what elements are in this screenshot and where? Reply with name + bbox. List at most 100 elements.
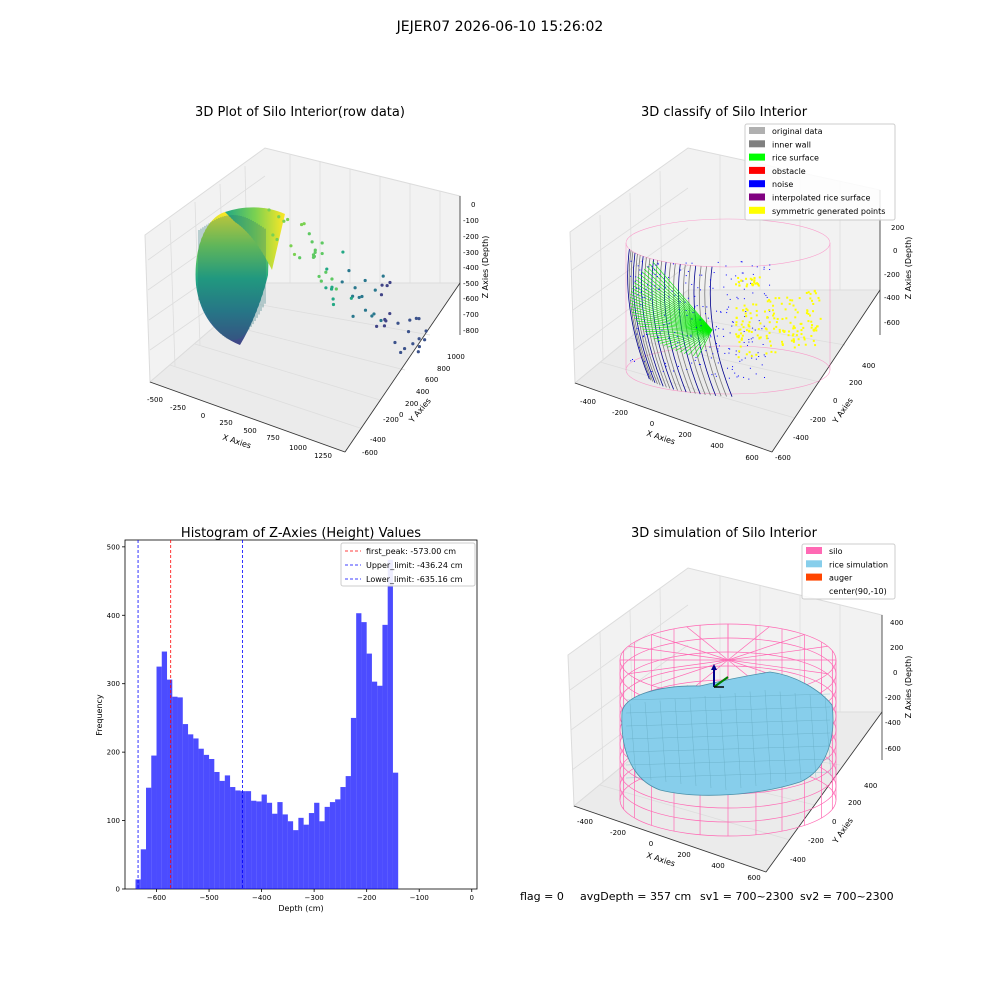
classify-noise-point <box>668 322 670 324</box>
raw-scatter-point <box>363 278 367 283</box>
classify-noise-point <box>769 310 771 312</box>
classify-noise-point <box>709 286 711 288</box>
simulation-ytick: -200 <box>808 837 824 845</box>
classify-symmetric-point <box>792 327 795 330</box>
classify-noise-point <box>717 348 719 350</box>
legend-label: inner wall <box>772 140 811 149</box>
figure-title: JEJER07 2026-06-10 15:26:02 <box>396 19 604 35</box>
rice-mesh-line <box>659 700 667 783</box>
raw-scatter-point <box>324 286 328 290</box>
classify-noise-point <box>724 352 726 354</box>
classify-noise-point <box>665 286 667 288</box>
raw-ytick: -600 <box>362 449 378 457</box>
histogram-bar <box>240 791 246 889</box>
raw-scatter-point <box>393 340 397 345</box>
classify-symmetric-point <box>747 324 750 327</box>
raw-scatter-point <box>341 250 345 254</box>
classify-noise-point <box>695 356 697 358</box>
classify-rice-ray <box>683 329 713 354</box>
classify-noise-point <box>718 328 720 330</box>
sv2-text: sv2 = 700~2300 <box>800 890 894 903</box>
silo-roof-spoke <box>686 626 729 661</box>
raw-ztick: 0 <box>471 201 475 209</box>
classify-noise-point <box>684 301 686 303</box>
raw-scatter-point <box>360 294 364 299</box>
classify-symmetric-point <box>755 353 758 356</box>
classify-symmetric-point <box>738 341 741 344</box>
classify-noise-point <box>735 350 737 352</box>
avg-depth-text: avgDepth = 357 cm <box>580 890 691 903</box>
legend-label: silo <box>829 547 843 556</box>
classify-noise-point <box>685 262 687 264</box>
sv1-text: sv1 = 700~2300 <box>700 890 794 903</box>
classify-noise-point <box>691 283 693 285</box>
classify-rice-ray <box>637 323 713 331</box>
classify-symmetric-point <box>778 297 781 300</box>
classify-symmetric-point <box>750 330 753 333</box>
classify-symmetric-point <box>792 339 795 342</box>
classify-noise-point <box>699 274 701 276</box>
classify-symmetric-point <box>750 355 753 358</box>
classify-rice-ray <box>632 285 713 331</box>
flag-text: flag = 0 <box>520 890 564 903</box>
classify-noise-point <box>744 357 746 359</box>
classify-symmetric-point <box>807 291 810 294</box>
classify-symmetric-point <box>797 338 800 341</box>
legend-swatch <box>806 573 822 581</box>
legend-label: auger <box>829 574 853 583</box>
classify-noise-point <box>741 272 743 274</box>
raw-x-axis-line <box>149 381 346 453</box>
classify-symmetric-point <box>792 325 795 328</box>
classify-symmetric-points <box>735 276 822 359</box>
legend-label: noise <box>772 180 793 189</box>
histogram-bar <box>224 775 231 889</box>
simulation-xtick: -400 <box>577 818 593 826</box>
simulation-ztick: 400 <box>890 619 903 627</box>
histogram-bar <box>308 813 315 889</box>
rice-mesh-line <box>689 697 697 787</box>
classify-symmetric-point <box>797 343 800 346</box>
classify-symmetric-point <box>754 282 757 285</box>
histogram-bar <box>146 787 152 889</box>
classify-wall-rib <box>628 250 652 381</box>
raw-scatter-point <box>396 321 400 325</box>
classify-symmetric-point <box>741 334 744 337</box>
classify-symmetric-point <box>775 321 778 324</box>
classify-noise-point <box>643 360 645 362</box>
classify-noise-point <box>642 336 644 338</box>
classify-wall-rib <box>655 260 678 391</box>
histogram-x-ticks: −600 −500 −400 −300 −200 −100 0 <box>147 889 474 902</box>
classify-rice-ray <box>632 312 713 331</box>
classify-symmetric-point <box>818 299 821 302</box>
classify-symmetric-point <box>789 299 792 302</box>
classify-noise-point <box>686 314 688 316</box>
classify-symmetric-point <box>751 283 754 286</box>
classify-noise-point <box>751 341 753 343</box>
classify-symmetric-point <box>764 327 767 330</box>
classify-symmetric-point <box>773 327 776 330</box>
simulation-xtick: 600 <box>747 874 760 882</box>
classify-noise-point <box>743 341 745 343</box>
classify-noise-point <box>726 294 728 296</box>
simulation-rice-surface <box>621 671 834 796</box>
histogram-bar <box>340 787 346 889</box>
classify-symmetric-point <box>749 312 752 315</box>
classify-symmetric-point <box>735 323 738 326</box>
classify-symmetric-point <box>746 283 749 286</box>
raw-scatter-point <box>320 241 324 245</box>
classify-noise-point <box>651 266 653 268</box>
classify-3d-panel: 3D classify of Silo Interior -400 -2 <box>569 105 913 462</box>
classify-ztick: 200 <box>891 224 904 232</box>
classify-symmetric-point <box>751 278 754 281</box>
classify-rice-surface <box>629 261 713 358</box>
classify-symmetric-point <box>745 353 748 356</box>
classify-rice-ray <box>697 329 713 358</box>
simulation-ztick: 200 <box>890 644 903 652</box>
classify-symmetric-point <box>798 297 801 300</box>
legend-swatch <box>749 166 765 174</box>
histogram-bar <box>151 755 157 889</box>
classify-symmetric-point <box>765 352 768 355</box>
classify-xtick: 600 <box>745 454 758 462</box>
classify-symmetric-point <box>783 330 786 333</box>
classify-noise-point <box>737 298 739 300</box>
